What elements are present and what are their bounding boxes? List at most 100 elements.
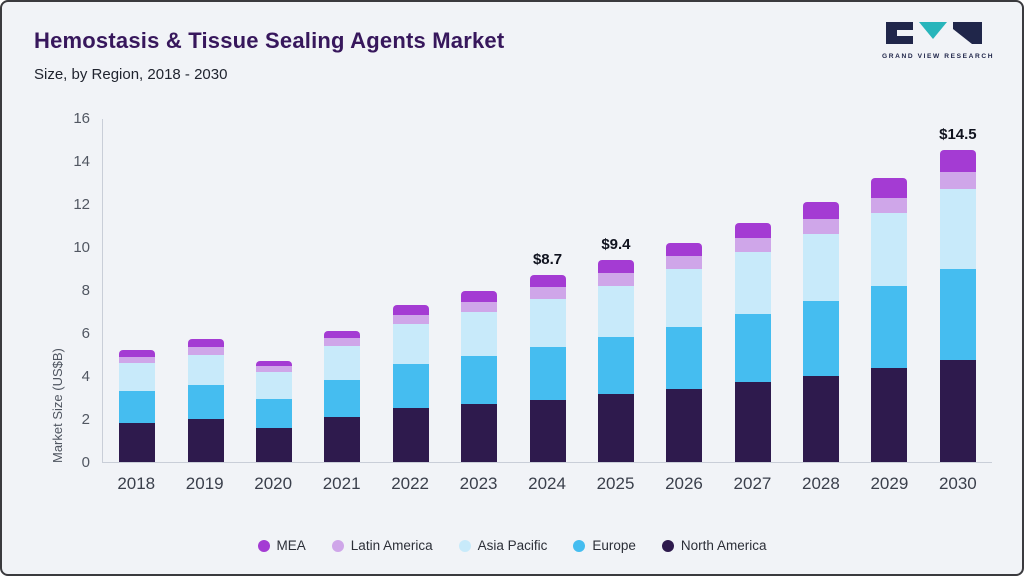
bar-column [103, 350, 171, 462]
bar-segment-latin-america [939, 171, 976, 189]
bar-segment-asia-pacific [324, 345, 361, 381]
bar-segment-north-america [255, 427, 292, 462]
bar-value-label: $14.5 [939, 126, 977, 144]
bar-segment-asia-pacific [939, 188, 976, 269]
y-tick-label: 12 [73, 196, 90, 213]
bar-segment-north-america [597, 394, 634, 462]
y-tick-label: 8 [81, 282, 90, 299]
legend-item-europe: Europe [573, 538, 636, 553]
page-title: Hemostasis & Tissue Sealing Agents Marke… [34, 28, 505, 53]
legend-label: Latin America [350, 538, 433, 553]
bar-column [171, 339, 239, 462]
x-tick-label: 2022 [391, 474, 430, 493]
x-tick-label: 2018 [117, 474, 156, 493]
bar-segment-latin-america [803, 219, 840, 235]
page-subtitle: Size, by Region, 2018 - 2030 [34, 66, 228, 83]
legend-item-north-america: North America [661, 538, 767, 553]
stacked-bar [529, 274, 566, 462]
bar-column [650, 242, 718, 462]
bar-segment-north-america [939, 359, 976, 462]
stacked-bar [461, 291, 498, 462]
bar-segment-latin-america [461, 301, 498, 312]
bar-column [719, 223, 787, 462]
y-tick-label: 10 [73, 239, 90, 256]
bar-segment-mea [119, 350, 156, 357]
chart-area: Market Size (US$B) 0 2 4 6 8 10 12 14 16 $8.7 $9.… [32, 110, 992, 494]
x-tick-label: 2029 [870, 474, 909, 493]
stacked-bar [597, 259, 634, 462]
legend-label: Asia Pacific [477, 538, 548, 553]
stacked-bar [392, 305, 429, 462]
x-tick-label: 2026 [665, 474, 703, 493]
bar-segment-asia-pacific [666, 268, 703, 327]
bar-segment-latin-america [529, 286, 566, 299]
x-tick-label: 2027 [733, 474, 772, 493]
bar-column: $9.4 [582, 236, 650, 462]
y-tick-label: 4 [81, 368, 90, 385]
bar-segment-mea [666, 242, 703, 256]
logo-text: GRAND VIEW RESEARCH [882, 53, 995, 60]
bar-segment-asia-pacific [529, 298, 566, 347]
y-tick-label: 16 [73, 110, 90, 127]
bar-segment-europe [324, 380, 361, 417]
bar-segment-asia-pacific [187, 354, 224, 385]
bar-segment-mea [529, 274, 566, 287]
plot-area: $8.7 $9.4 $14.5 [102, 119, 992, 463]
x-tick-label: 2030 [938, 474, 977, 493]
bar-segment-europe [461, 355, 498, 404]
legend: MEA Latin America Asia Pacific Europe North … [2, 538, 1022, 553]
stacked-bar [324, 330, 361, 462]
bar-segment-mea [939, 150, 976, 172]
bar-value-label: $9.4 [601, 235, 631, 253]
bar-segment-mea [461, 291, 498, 302]
stacked-bar [187, 339, 224, 462]
bar-segment-europe [939, 268, 976, 360]
legend-swatch-asia-pacific [458, 539, 471, 552]
bar-segment-latin-america [871, 197, 908, 213]
bar-segment-north-america [461, 403, 498, 462]
bar-column [787, 201, 855, 462]
bar-segment-europe [392, 364, 429, 409]
bar-segment-europe [666, 326, 703, 389]
bar-segment-mea [255, 360, 292, 367]
bar-segment-latin-america [255, 366, 292, 372]
bars-row: $8.7 $9.4 $14.5 [103, 119, 992, 462]
bar-segment-europe [529, 346, 566, 400]
legend-label: MEA [276, 538, 306, 553]
bar-segment-mea [734, 223, 771, 239]
bar-segment-asia-pacific [119, 363, 156, 392]
bar-segment-north-america [392, 408, 429, 462]
y-tick-label: 0 [81, 454, 90, 471]
bar-segment-europe [734, 313, 771, 383]
bar-segment-europe [187, 384, 224, 419]
bar-column [240, 360, 308, 462]
legend-label: North America [680, 538, 767, 553]
bar-segment-europe [803, 300, 840, 376]
bar-segment-north-america [734, 382, 771, 462]
legend-swatch-north-america [661, 539, 674, 552]
bar-segment-europe [871, 285, 908, 369]
bar-segment-latin-america [666, 255, 703, 269]
bar-segment-asia-pacific [392, 324, 429, 365]
legend-swatch-mea [257, 539, 270, 552]
bar-segment-asia-pacific [461, 311, 498, 356]
bar-column [377, 305, 445, 462]
bar-segment-mea [324, 330, 361, 339]
x-axis-labels: 2018 2019 2020 2021 2022 2023 2024 2025 2026 2027… [102, 474, 992, 494]
y-tick-label: 6 [81, 325, 90, 342]
bar-segment-asia-pacific [255, 371, 292, 399]
bar-segment-north-america [187, 419, 224, 462]
stacked-bar [939, 150, 976, 462]
bar-segment-asia-pacific [871, 212, 908, 286]
logo-icon [886, 22, 982, 44]
y-axis-ticks: 0 2 4 6 8 10 12 14 16 [32, 110, 90, 471]
stacked-bar [734, 223, 771, 462]
bar-segment-mea [187, 339, 224, 347]
bar-segment-north-america [666, 388, 703, 462]
bar-segment-mea [597, 259, 634, 273]
bar-segment-latin-america [597, 272, 634, 286]
stacked-bar [666, 242, 703, 462]
bar-segment-north-america [529, 399, 566, 462]
bar-segment-europe [597, 337, 634, 395]
